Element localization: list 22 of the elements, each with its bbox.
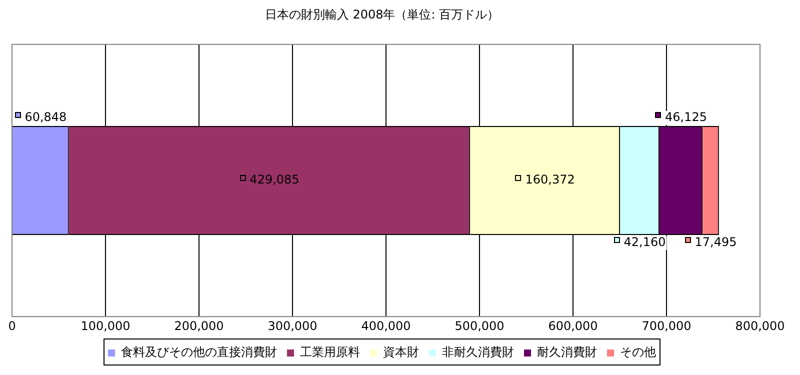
legend-label: その他 (620, 345, 656, 360)
x-tick-label: 600,000 (548, 318, 598, 333)
data-label: 46,125 (665, 110, 708, 124)
legend-label: 工業用原料 (300, 345, 360, 360)
data-label: 429,085 (250, 172, 300, 187)
legend-label: 耐久消費財 (537, 345, 597, 360)
data-label: 42,160 (624, 235, 666, 250)
x-tick-label: 200,000 (174, 318, 224, 333)
legend-label: 資本財 (383, 345, 419, 360)
data-label: 60,848 (24, 110, 67, 124)
legend-label: 非耐久消費財 (442, 345, 514, 360)
x-tick-label: 800,000 (735, 318, 785, 333)
x-tick-label: 100,000 (80, 318, 130, 333)
x-tick-label: 700,000 (642, 318, 692, 333)
data-label: 17,495 (694, 235, 737, 250)
x-tick-label: 400,000 (361, 318, 411, 333)
x-tick-label: 300,000 (268, 318, 318, 333)
x-tick-label: 0 (8, 318, 16, 333)
chart-title: 日本の財別輸入 2008年（単位: 百万ドル） (264, 7, 500, 22)
legend-label: 食料及びその他の直接消費財 (121, 345, 277, 360)
data-label: 160,372 (525, 172, 575, 187)
x-tick-label: 500,000 (454, 318, 504, 333)
